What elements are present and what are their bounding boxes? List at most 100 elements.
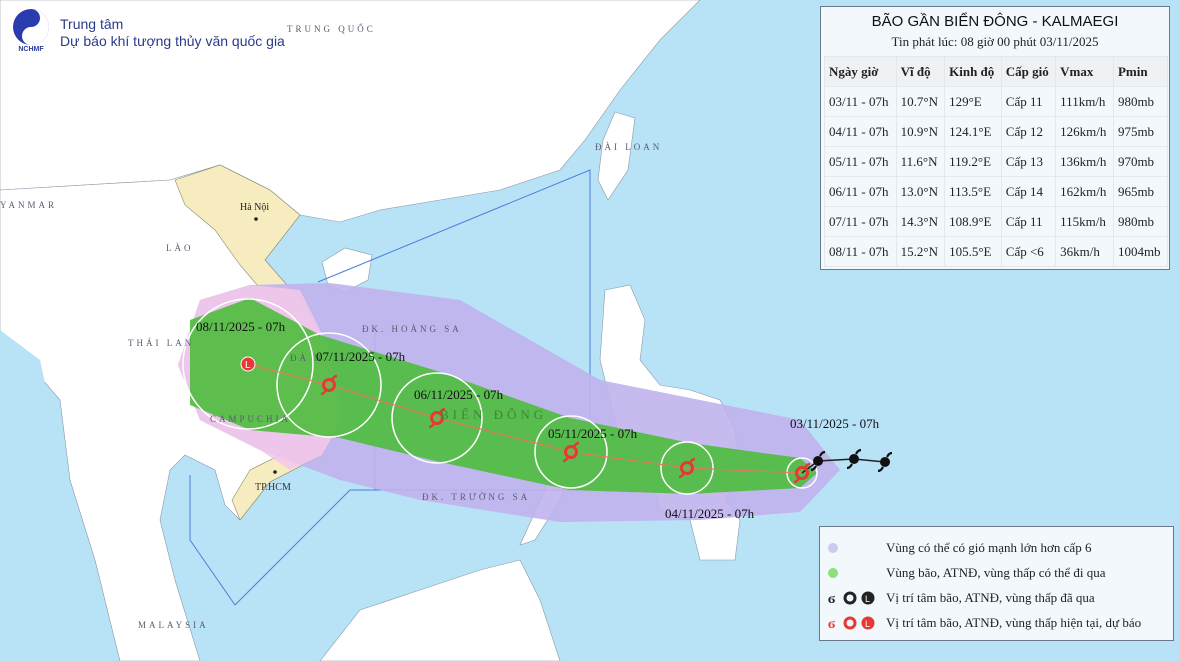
hanoi-dot: [254, 217, 258, 221]
table-cell: 162km/h: [1055, 176, 1114, 207]
table-cell: 980mb: [1112, 206, 1169, 237]
table-row: 04/11 - 07h 10.9°N 124.1°E Cấp 12 126km/h 975…: [824, 116, 1169, 147]
table-cell: 970mb: [1112, 146, 1169, 177]
table-row: 08/11 - 07h 15.2°N 105.5°E Cấp <6 36km/h 1004…: [824, 236, 1169, 267]
header: NCHMF Trung tâm Dự báo khí tượng thủy vă…: [8, 8, 285, 58]
legend-item-storm-zone: Vùng bão, ATNĐ, vùng thấp có thể đi qua: [820, 560, 1173, 585]
table-cell: 119.2°E: [944, 146, 1002, 177]
table-cell: 1004mb: [1112, 236, 1169, 267]
track-date-label: 06/11/2025 - 07h: [414, 387, 504, 402]
table-header-row: Ngày giờ Vĩ độ Kinh độ Cấp gió Vmax Pmin: [824, 56, 1169, 87]
storm-radius-circle: [182, 298, 314, 430]
logo-emblem-icon: [13, 9, 49, 45]
label-hanoi: Hà Nội: [240, 202, 269, 213]
label-cambodia: CAMPUCHIA: [210, 414, 291, 424]
table-cell: 11.6°N: [895, 146, 946, 177]
table-cell: 05/11 - 07h: [824, 146, 897, 177]
track-date-label: 03/11/2025 - 07h: [790, 416, 880, 431]
land-taiwan: [597, 111, 636, 201]
track-date-label: 08/11/2025 - 07h: [196, 319, 286, 334]
label-hoang-sa: ĐK. HOÀNG SA: [362, 324, 462, 334]
legend-item-past: ϭ L Vị trí tâm bão, ATNĐ, vùng thấp đã q…: [820, 585, 1173, 610]
table-cell: 113.5°E: [944, 176, 1002, 207]
low-pressure-marker-icon[interactable]: L: [240, 356, 256, 372]
table-cell: 105.5°E: [944, 236, 1002, 267]
table-cell: 15.2°N: [895, 236, 946, 267]
column-header: Vĩ độ: [895, 56, 946, 87]
column-header: Cấp gió: [1000, 56, 1057, 87]
storm-radius-circle: [786, 457, 818, 489]
svg-text:L: L: [865, 594, 870, 604]
svg-text:L: L: [865, 619, 870, 629]
storm-center-marker-icon[interactable]: [793, 462, 811, 484]
table-cell: Cấp <6: [1000, 236, 1057, 267]
purple-dot-icon: [828, 542, 838, 553]
track-date-label: 07/11/2025 - 07h: [316, 349, 406, 364]
track-line: [247, 363, 803, 474]
table-cell: 03/11 - 07h: [824, 86, 897, 117]
org-line-1: Trung tâm: [60, 16, 124, 32]
label-china: TRUNG QUỐC: [287, 24, 376, 34]
legend-label: Vùng bão, ATNĐ, vùng thấp có thể đi qua: [886, 564, 1106, 580]
storm-center-marker-icon[interactable]: [678, 457, 696, 479]
issued-time: Tin phát lúc: 08 giờ 00 phút 03/11/2025: [891, 34, 1099, 49]
svg-text:L: L: [245, 360, 251, 371]
track-date-label: 05/11/2025 - 07h: [548, 426, 638, 441]
table-cell: 04/11 - 07h: [824, 116, 897, 147]
table-row: 07/11 - 07h 14.3°N 108.9°E Cấp 11 115km/h 980…: [824, 206, 1169, 237]
label-malaysia: MALAYSIA: [138, 620, 209, 630]
table-cell: 06/11 - 07h: [824, 176, 897, 207]
table-cell: 10.9°N: [895, 116, 946, 147]
table-row: 06/11 - 07h 13.0°N 113.5°E Cấp 14 162km/h 965…: [824, 176, 1169, 207]
past-position-icons: ϭ L: [828, 591, 875, 605]
forecast-table: Ngày giờ Vĩ độ Kinh độ Cấp gió Vmax Pmin 03/1…: [824, 56, 1169, 267]
table-cell: 36km/h: [1055, 236, 1114, 267]
land-borneo: [319, 559, 561, 661]
table-cell: 111km/h: [1055, 86, 1114, 117]
table-cell: 126km/h: [1055, 116, 1114, 147]
past-storm-center-icon: [846, 448, 862, 470]
table-cell: 975mb: [1112, 116, 1169, 147]
table-cell: 129°E: [944, 86, 1002, 117]
column-header: Pmin: [1112, 56, 1169, 87]
table-cell: 07/11 - 07h: [824, 206, 897, 237]
legend-label: Vị trí tâm bão, ATNĐ, vùng thấp hiện tại…: [886, 614, 1142, 630]
storm-center-marker-icon[interactable]: [428, 407, 446, 429]
storm-info-panel: BÃO GẦN BIỂN ĐÔNG - KALMAEGI Tin phát lú…: [820, 6, 1170, 270]
table-row: 03/11 - 07h 10.7°N 129°E Cấp 11 111km/h 980mb: [824, 86, 1169, 117]
hcm-dot: [273, 470, 277, 474]
past-storm-center-icon: [877, 451, 893, 473]
table-cell: Cấp 11: [1000, 206, 1057, 237]
label-laos: LÀO: [166, 243, 194, 253]
legend-item-wind-zone: Vùng có thể có gió mạnh lớn hơn cấp 6: [820, 535, 1173, 560]
label-bien-dong: BIỂN ĐÔNG: [440, 407, 547, 422]
storm-radius-circle: [391, 372, 483, 464]
storm-center-marker-icon[interactable]: [562, 441, 580, 463]
table-cell: 10.7°N: [895, 86, 946, 117]
storm-center-marker-icon[interactable]: [320, 374, 338, 396]
table-cell: 980mb: [1112, 86, 1169, 117]
past-storm-center-icon: [810, 450, 826, 472]
label-hcm: TP.HCM: [255, 482, 291, 493]
table-cell: Cấp 11: [1000, 86, 1057, 117]
track-date-label: 04/11/2025 - 07h: [665, 506, 755, 521]
legend: Vùng có thể có gió mạnh lớn hơn cấp 6 Vù…: [819, 526, 1174, 641]
logo-text: NCHMF: [18, 46, 44, 53]
table-cell: 108.9°E: [944, 206, 1002, 237]
label-taiwan: ĐÀI LOAN: [595, 142, 662, 152]
storm-radius-circle: [276, 332, 382, 438]
label-thailand: THÁI LAN: [128, 338, 194, 348]
svg-text:ϭ: ϭ: [828, 592, 835, 605]
table-cell: 124.1°E: [944, 116, 1002, 147]
nchmf-logo: NCHMF: [8, 8, 54, 58]
column-header: Ngày giờ: [824, 56, 897, 87]
label-da-nang: ĐÀ N: [290, 353, 324, 363]
storm-radius-circle: [660, 441, 714, 495]
table-cell: 08/11 - 07h: [824, 236, 897, 267]
table-cell: 13.0°N: [895, 176, 946, 207]
table-cell: Cấp 12: [1000, 116, 1057, 147]
table-cell: 14.3°N: [895, 206, 946, 237]
storm-radius-circle: [534, 415, 608, 489]
green-dot-icon: [828, 567, 838, 578]
